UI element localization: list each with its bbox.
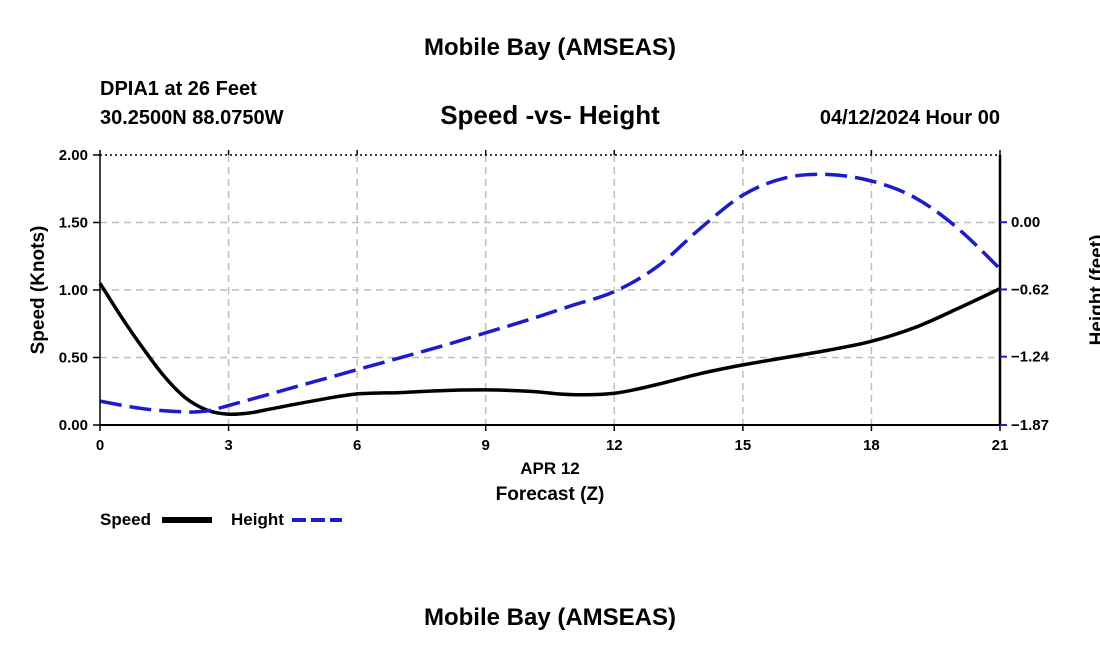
tick-labels: 0 3 6 9 12 15 18 21 0.00 0.50 1.00 1.50 2.00 −1.87 −1.… xyxy=(59,147,1050,454)
chart-title: Speed -vs- Height xyxy=(440,100,660,130)
x-tick-label-15: 15 xyxy=(735,437,752,454)
y-axis-left-label: Speed (Knots) xyxy=(28,226,49,355)
series-line-height xyxy=(99,172,1002,414)
y-left-tick-label-2: 1.00 xyxy=(59,282,88,299)
station-label: DPIA1 at 26 Feet xyxy=(100,78,257,100)
grid-lines xyxy=(100,155,1000,425)
coords-label: 30.2500N 88.0750W xyxy=(100,107,284,129)
y-left-tick-label-0: 0.00 xyxy=(59,417,88,434)
y-left-tick-label-3: 1.50 xyxy=(59,215,88,232)
x-tick-label-3: 3 xyxy=(224,437,232,454)
x-axis-label: Forecast (Z) xyxy=(496,484,605,505)
x-tick-label-9: 9 xyxy=(482,437,490,454)
x-tick-label-6: 6 xyxy=(353,437,361,454)
plot-frame xyxy=(93,150,1007,431)
page-title-bottom: Mobile Bay (AMSEAS) xyxy=(424,604,676,631)
x-tick-label-21: 21 xyxy=(992,437,1009,454)
legend-height-label: Height xyxy=(231,510,284,529)
y-axis-right-label: Height (feet) xyxy=(1087,235,1100,346)
y-left-tick-label-4: 2.00 xyxy=(59,147,88,164)
x-tick-label-18: 18 xyxy=(863,437,880,454)
legend-speed-label: Speed xyxy=(100,510,151,529)
series-line-speed xyxy=(98,282,1001,417)
x-tick-label-12: 12 xyxy=(606,437,623,454)
series-lines xyxy=(98,172,1002,417)
page-title-top: Mobile Bay (AMSEAS) xyxy=(424,34,676,61)
y-right-tick-label-2: −0.62 xyxy=(1011,281,1049,298)
y-right-tick-label-0: −1.87 xyxy=(1011,417,1049,434)
x-tick-label-0: 0 xyxy=(96,437,104,454)
y-right-tick-label-3: 0.00 xyxy=(1011,214,1040,231)
datetime-label: 04/12/2024 Hour 00 xyxy=(820,107,1000,129)
y-right-tick-label-1: −1.24 xyxy=(1011,349,1050,366)
legend: Speed Height xyxy=(100,510,342,529)
x-axis-date-label: APR 12 xyxy=(520,459,580,478)
y-left-tick-label-1: 0.50 xyxy=(59,350,88,367)
